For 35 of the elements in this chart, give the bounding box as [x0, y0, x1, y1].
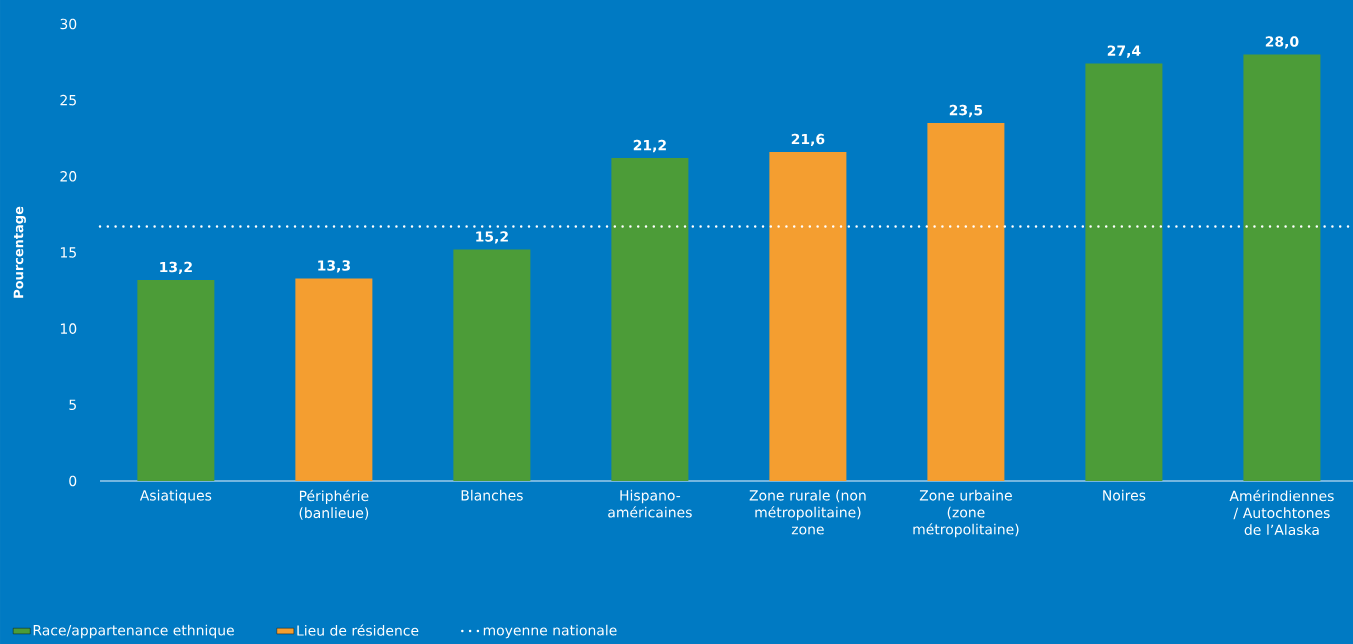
y-axis-title: Pourcentage	[13, 206, 26, 298]
y-tick-label: 30	[60, 18, 77, 30]
x-tick-label: Noires	[1103, 489, 1146, 501]
data-label: 27,4	[1107, 45, 1141, 58]
data-label: 21,2	[633, 139, 666, 153]
bar	[769, 151, 847, 481]
data-label: 28,0	[1265, 36, 1299, 49]
x-tick-label: Asiatiques	[139, 489, 212, 504]
data-label: 21,6	[791, 133, 825, 147]
y-tick-label: 15	[60, 247, 76, 258]
y-tick-label: 25	[60, 94, 76, 106]
bar	[453, 249, 531, 481]
x-tick-label: Amérindiennes / Autochtones de l’Alaska	[1229, 489, 1334, 536]
data-label: 13,3	[318, 260, 350, 273]
x-tick-label: Blanches	[461, 489, 523, 501]
bar	[295, 278, 373, 481]
y-tick-label: 0	[69, 475, 77, 487]
data-label: 13,2	[160, 261, 192, 275]
x-tick-label: Hispano-américaines	[608, 489, 692, 518]
bar	[611, 158, 689, 481]
bar	[927, 123, 1005, 481]
y-tick-label: 20	[60, 171, 77, 182]
legend-label: moyenne nationale	[483, 624, 617, 639]
legend-label: Race/appartenance ethnique	[33, 624, 234, 639]
data-label: 23,5	[949, 104, 983, 118]
y-tick-label: 5	[69, 399, 76, 411]
x-tick-label: Zone rurale (non métropolitaine) zone	[749, 489, 866, 535]
x-tick-label: Zone urbaine (zone métropolitaine)	[913, 489, 1019, 538]
bar	[1243, 54, 1321, 481]
legend-label: Lieu de résidence	[297, 624, 419, 636]
bar	[1085, 63, 1163, 481]
data-label: 15,2	[476, 231, 508, 244]
x-tick-label: Périphérie (banlieue)	[299, 489, 369, 520]
bar	[137, 279, 215, 481]
y-tick-label: 10	[60, 323, 77, 334]
